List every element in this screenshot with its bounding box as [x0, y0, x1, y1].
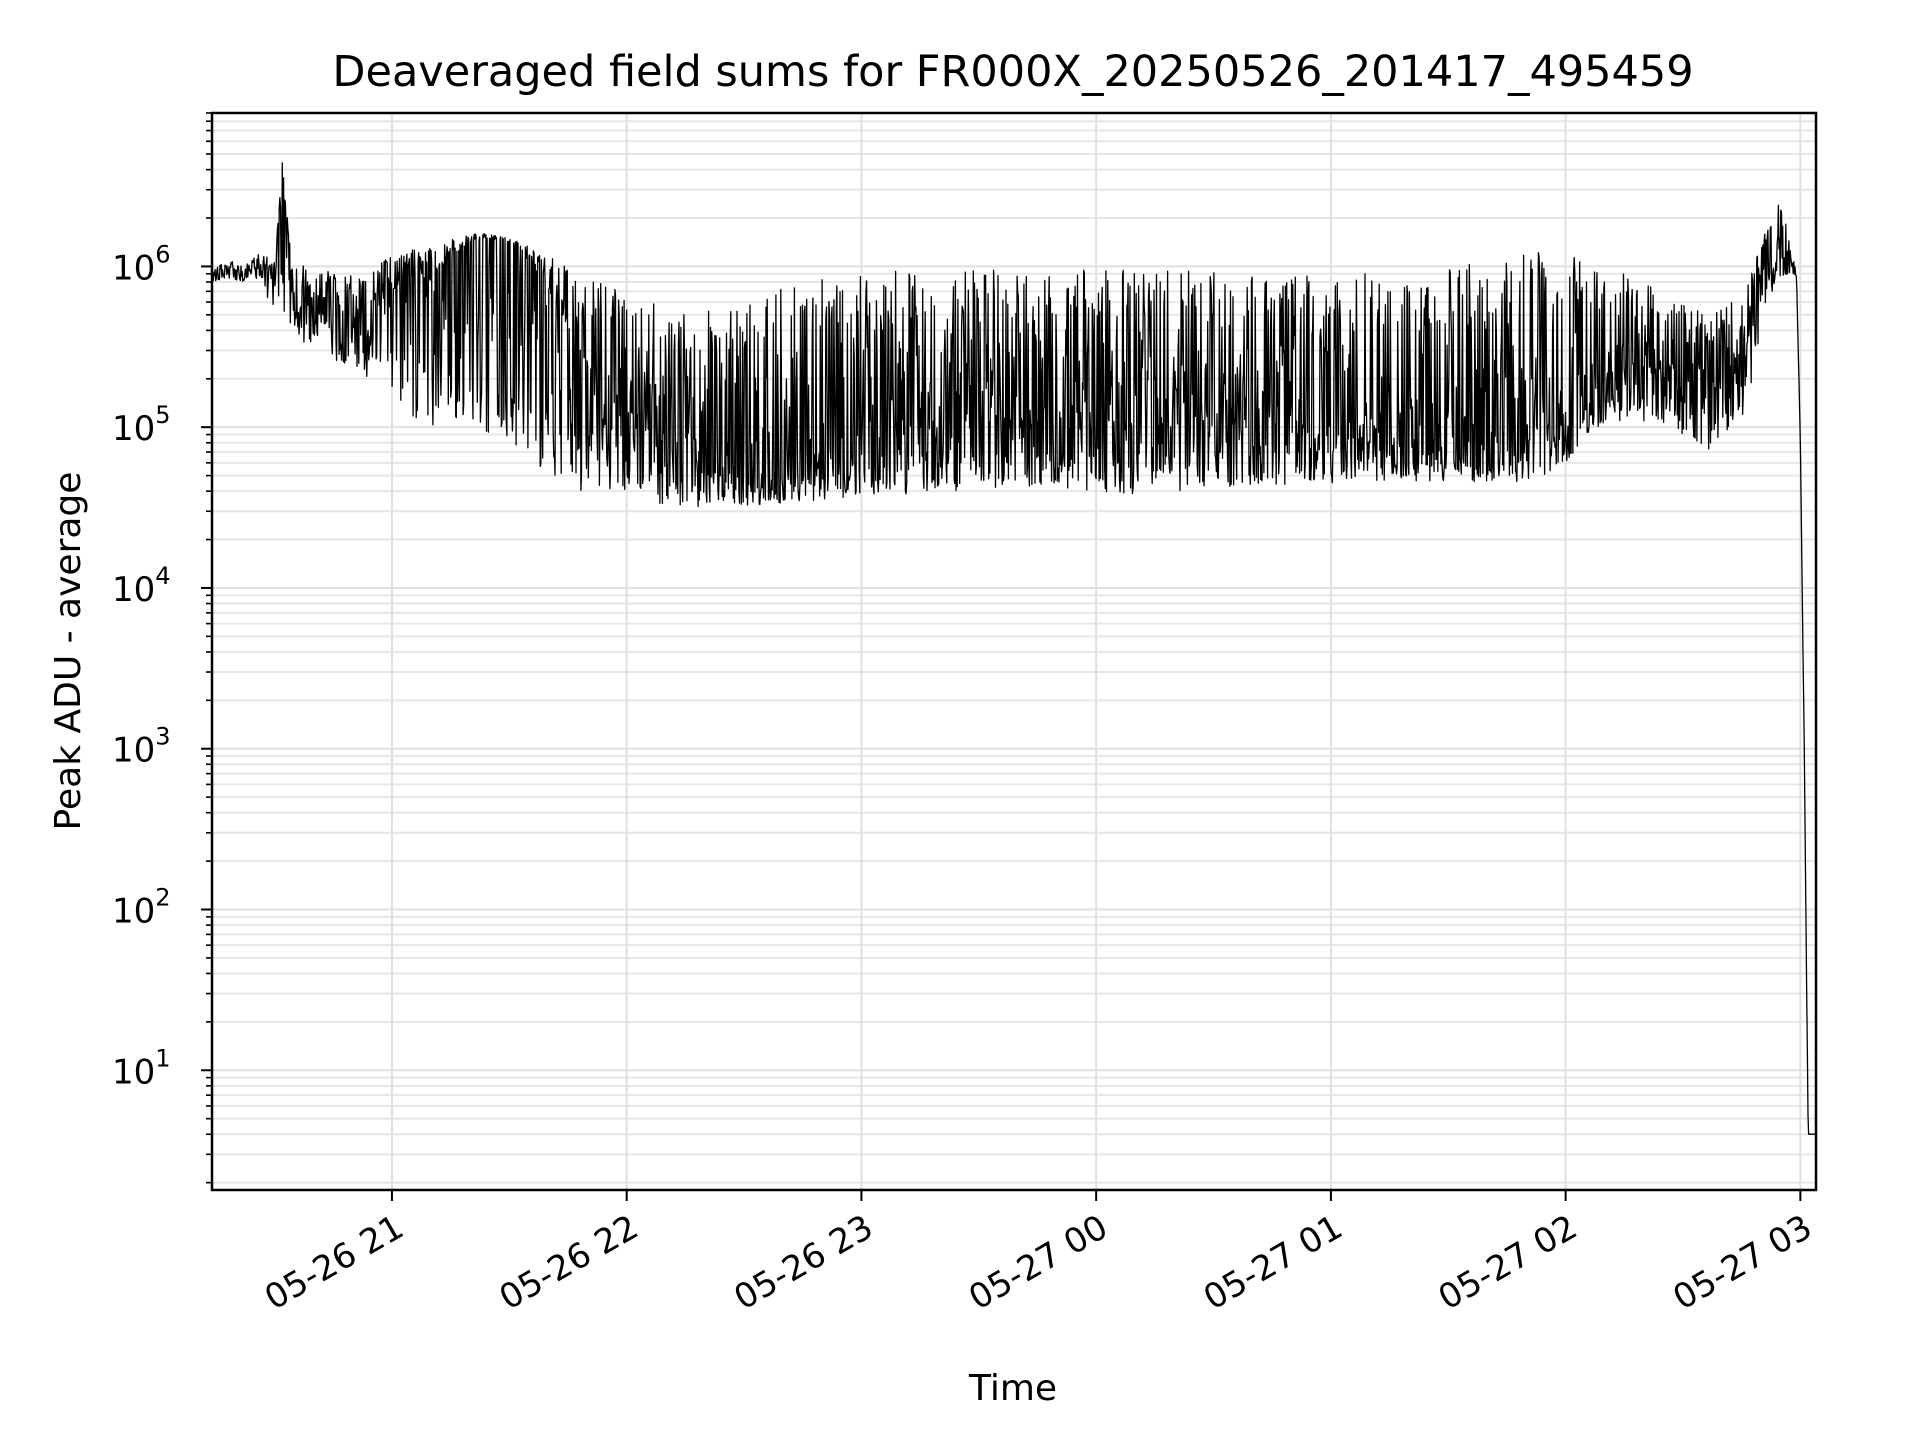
y-tick-label: 101	[112, 1044, 171, 1092]
y-tick-label: 104	[112, 562, 171, 610]
minor-grid	[212, 112, 1816, 1184]
series-layer	[211, 162, 1817, 1135]
x-axis-label: Time	[968, 1368, 1057, 1409]
y-tick-label: 102	[112, 883, 171, 931]
y-tick-label: 103	[112, 723, 171, 771]
y-tick-label: 106	[112, 240, 171, 288]
y-tick-label: 105	[112, 401, 171, 449]
series-line	[211, 162, 1817, 1135]
y-axis: 101 102 103 104 105 106	[112, 112, 212, 1184]
chart-title: Deaveraged field sums for FR000X_2025052…	[332, 47, 1693, 97]
y-axis-label: Peak ADU - average	[48, 472, 89, 831]
